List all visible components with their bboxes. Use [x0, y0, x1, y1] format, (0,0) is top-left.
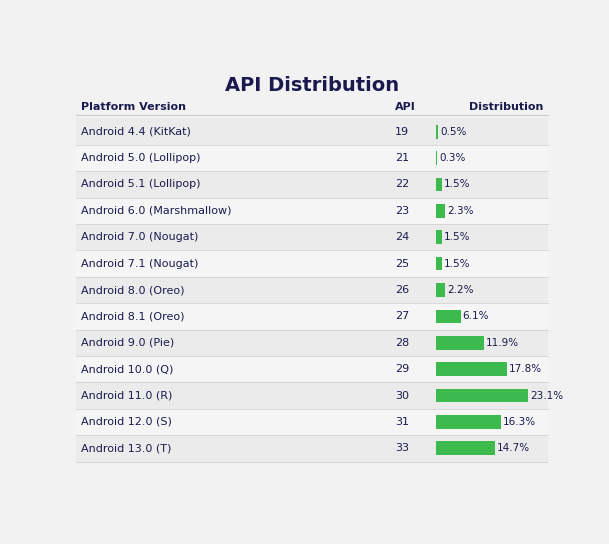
Text: 14.7%: 14.7%: [497, 443, 530, 453]
Text: 11.9%: 11.9%: [485, 338, 519, 348]
Bar: [76, 303, 548, 330]
Bar: [436, 362, 507, 376]
Bar: [436, 415, 501, 429]
Bar: [76, 277, 548, 303]
Text: Android 8.0 (Oreo): Android 8.0 (Oreo): [81, 285, 185, 295]
Text: 26: 26: [395, 285, 409, 295]
Bar: [436, 389, 528, 403]
Bar: [76, 250, 548, 277]
Bar: [76, 382, 548, 409]
Text: 1.5%: 1.5%: [444, 180, 471, 189]
Text: 1.5%: 1.5%: [444, 258, 471, 269]
Text: Android 9.0 (Pie): Android 9.0 (Pie): [81, 338, 174, 348]
Bar: [436, 151, 437, 165]
Text: Distribution: Distribution: [469, 102, 543, 112]
Text: 22: 22: [395, 180, 409, 189]
Bar: [76, 224, 548, 250]
Text: 19: 19: [395, 127, 409, 137]
Bar: [436, 283, 445, 297]
Text: 23: 23: [395, 206, 409, 216]
Bar: [436, 204, 445, 218]
Text: 0.5%: 0.5%: [440, 127, 466, 137]
Text: 33: 33: [395, 443, 409, 453]
Text: API: API: [395, 102, 415, 112]
Bar: [436, 125, 438, 139]
Text: Android 10.0 (Q): Android 10.0 (Q): [81, 364, 173, 374]
Text: 30: 30: [395, 391, 409, 400]
Text: Android 12.0 (S): Android 12.0 (S): [81, 417, 172, 427]
Text: 2.2%: 2.2%: [447, 285, 473, 295]
Text: 1.5%: 1.5%: [444, 232, 471, 242]
Text: Android 4.4 (KitKat): Android 4.4 (KitKat): [81, 127, 191, 137]
Text: 23.1%: 23.1%: [530, 391, 563, 400]
Bar: [76, 330, 548, 356]
Text: 6.1%: 6.1%: [462, 311, 489, 322]
Bar: [76, 145, 548, 171]
Bar: [76, 171, 548, 197]
Text: Android 7.1 (Nougat): Android 7.1 (Nougat): [81, 258, 198, 269]
Bar: [76, 409, 548, 435]
Text: 25: 25: [395, 258, 409, 269]
Bar: [436, 442, 495, 455]
Text: API Distribution: API Distribution: [225, 76, 399, 95]
Text: 31: 31: [395, 417, 409, 427]
Text: 24: 24: [395, 232, 409, 242]
Text: Android 5.0 (Lollipop): Android 5.0 (Lollipop): [81, 153, 200, 163]
Text: Android 8.1 (Oreo): Android 8.1 (Oreo): [81, 311, 185, 322]
Text: Platform Version: Platform Version: [81, 102, 186, 112]
Bar: [76, 356, 548, 382]
Text: Android 13.0 (T): Android 13.0 (T): [81, 443, 171, 453]
Text: 27: 27: [395, 311, 409, 322]
Bar: [76, 119, 548, 145]
Text: 2.3%: 2.3%: [447, 206, 474, 216]
Text: 17.8%: 17.8%: [509, 364, 542, 374]
Text: 21: 21: [395, 153, 409, 163]
Bar: [76, 435, 548, 461]
Bar: [436, 230, 442, 244]
Text: Android 5.1 (Lollipop): Android 5.1 (Lollipop): [81, 180, 200, 189]
Bar: [436, 257, 442, 270]
Text: 28: 28: [395, 338, 409, 348]
Text: 16.3%: 16.3%: [503, 417, 536, 427]
Bar: [436, 310, 460, 323]
Text: Android 7.0 (Nougat): Android 7.0 (Nougat): [81, 232, 198, 242]
Bar: [436, 336, 484, 350]
Text: 0.3%: 0.3%: [439, 153, 466, 163]
Bar: [76, 197, 548, 224]
Text: Android 11.0 (R): Android 11.0 (R): [81, 391, 172, 400]
Bar: [436, 177, 442, 191]
Text: Android 6.0 (Marshmallow): Android 6.0 (Marshmallow): [81, 206, 231, 216]
Text: 29: 29: [395, 364, 409, 374]
